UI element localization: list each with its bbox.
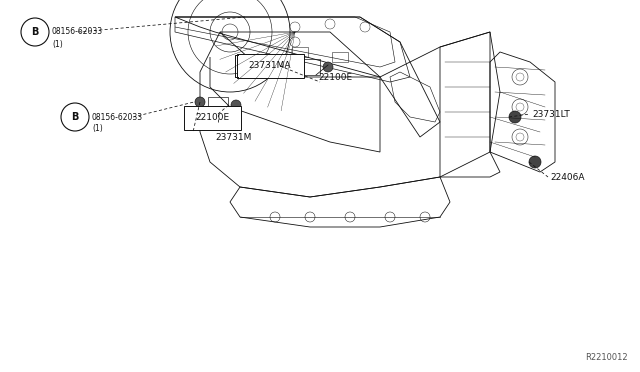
Text: 22406A: 22406A	[550, 173, 584, 182]
Circle shape	[275, 61, 285, 71]
Text: 08156-62033: 08156-62033	[52, 28, 103, 36]
Text: 22100E: 22100E	[318, 73, 352, 81]
Circle shape	[509, 111, 521, 123]
Bar	[208, 97, 228, 113]
Text: 23731M: 23731M	[215, 133, 252, 142]
Text: 23731MA: 23731MA	[249, 61, 291, 71]
Bar	[300, 59, 320, 75]
Text: B: B	[71, 112, 79, 122]
Text: B: B	[31, 27, 38, 37]
Circle shape	[231, 100, 241, 110]
Circle shape	[529, 156, 541, 168]
Text: 08156-62033: 08156-62033	[92, 112, 143, 122]
Text: (1): (1)	[92, 125, 103, 134]
Circle shape	[195, 97, 205, 107]
FancyBboxPatch shape	[184, 106, 241, 130]
Bar	[292, 47, 308, 57]
Text: R2210012: R2210012	[586, 353, 628, 362]
Bar	[332, 52, 348, 62]
Text: 23731LT: 23731LT	[532, 110, 570, 119]
Circle shape	[323, 62, 333, 72]
FancyBboxPatch shape	[237, 54, 304, 78]
Text: (1): (1)	[52, 39, 63, 48]
Text: 22100E: 22100E	[195, 113, 229, 122]
